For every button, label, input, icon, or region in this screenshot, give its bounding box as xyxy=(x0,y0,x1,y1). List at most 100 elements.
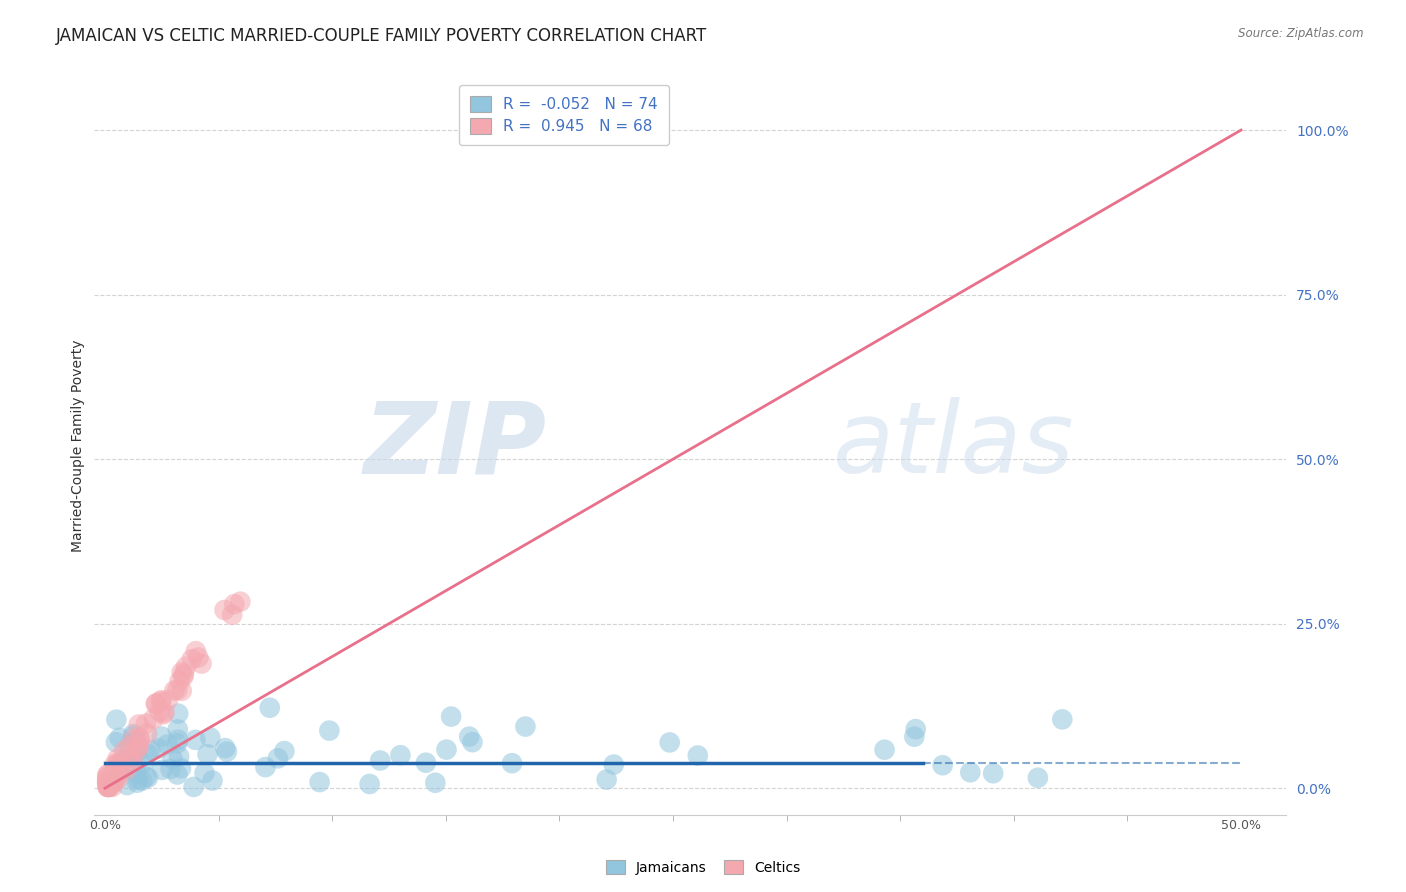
Point xyxy=(959,765,981,780)
Point xyxy=(115,778,138,792)
Point xyxy=(97,767,120,781)
Point xyxy=(603,757,626,772)
Point xyxy=(127,742,149,756)
Point xyxy=(108,765,131,780)
Point xyxy=(97,780,120,794)
Point xyxy=(105,772,128,787)
Point xyxy=(96,780,118,794)
Point xyxy=(166,682,188,697)
Point xyxy=(142,712,165,726)
Point xyxy=(127,739,149,754)
Point xyxy=(259,700,281,714)
Point xyxy=(136,726,159,740)
Point xyxy=(96,775,118,789)
Point xyxy=(187,650,209,665)
Point xyxy=(267,751,290,765)
Point xyxy=(120,737,142,751)
Point xyxy=(105,757,128,772)
Point xyxy=(200,731,222,745)
Point xyxy=(103,766,125,780)
Point xyxy=(318,723,340,738)
Point xyxy=(122,731,145,746)
Point xyxy=(904,722,927,736)
Point xyxy=(136,747,159,762)
Point xyxy=(127,775,149,789)
Point xyxy=(215,745,238,759)
Point xyxy=(166,736,188,750)
Point xyxy=(156,738,179,752)
Point xyxy=(389,748,412,763)
Point xyxy=(105,769,128,783)
Point xyxy=(174,659,197,673)
Point xyxy=(100,776,122,790)
Point xyxy=(273,744,295,758)
Point xyxy=(107,756,129,770)
Point xyxy=(167,732,190,747)
Point xyxy=(96,770,118,784)
Text: ZIP: ZIP xyxy=(364,398,547,494)
Point xyxy=(359,777,381,791)
Point xyxy=(501,756,523,771)
Point xyxy=(170,761,193,775)
Point xyxy=(170,665,193,680)
Point xyxy=(118,739,141,754)
Point xyxy=(163,683,186,698)
Point xyxy=(97,780,120,794)
Point xyxy=(308,775,330,789)
Point xyxy=(150,730,173,744)
Point xyxy=(139,743,162,757)
Y-axis label: Married-Couple Family Poverty: Married-Couple Family Poverty xyxy=(72,340,86,552)
Point xyxy=(103,775,125,789)
Point xyxy=(98,780,121,794)
Point xyxy=(172,670,194,684)
Point xyxy=(127,772,149,787)
Point xyxy=(145,697,167,711)
Point xyxy=(458,730,481,744)
Point xyxy=(166,723,188,737)
Point xyxy=(149,705,172,719)
Point xyxy=(97,780,120,794)
Point xyxy=(873,742,896,756)
Point xyxy=(118,748,141,763)
Point xyxy=(96,772,118,787)
Point xyxy=(159,762,181,776)
Point xyxy=(197,747,219,762)
Point xyxy=(128,731,150,746)
Legend: R =  -0.052   N = 74, R =  0.945   N = 68: R = -0.052 N = 74, R = 0.945 N = 68 xyxy=(460,85,669,145)
Point xyxy=(425,776,447,790)
Point xyxy=(184,732,207,747)
Point xyxy=(128,717,150,731)
Point xyxy=(114,763,136,777)
Point xyxy=(110,757,132,772)
Point xyxy=(114,755,136,769)
Point xyxy=(201,773,224,788)
Point xyxy=(167,749,190,764)
Point xyxy=(125,766,148,780)
Point xyxy=(190,657,212,671)
Point xyxy=(440,709,463,723)
Legend: Jamaicans, Celtics: Jamaicans, Celtics xyxy=(600,855,806,880)
Point xyxy=(686,748,709,763)
Point xyxy=(128,739,150,753)
Point xyxy=(254,760,277,774)
Point xyxy=(135,770,157,784)
Point xyxy=(903,730,925,744)
Point xyxy=(100,773,122,788)
Point xyxy=(121,755,143,769)
Point xyxy=(149,695,172,709)
Point xyxy=(104,735,127,749)
Point xyxy=(931,758,953,772)
Point xyxy=(136,771,159,785)
Point xyxy=(125,745,148,759)
Point xyxy=(153,706,176,720)
Text: Source: ZipAtlas.com: Source: ZipAtlas.com xyxy=(1239,27,1364,40)
Point xyxy=(368,754,391,768)
Point xyxy=(170,683,193,698)
Point xyxy=(121,753,143,767)
Point xyxy=(135,716,157,731)
Point xyxy=(415,756,437,770)
Point xyxy=(150,763,173,777)
Point xyxy=(183,780,205,794)
Point xyxy=(101,776,124,790)
Point xyxy=(184,644,207,658)
